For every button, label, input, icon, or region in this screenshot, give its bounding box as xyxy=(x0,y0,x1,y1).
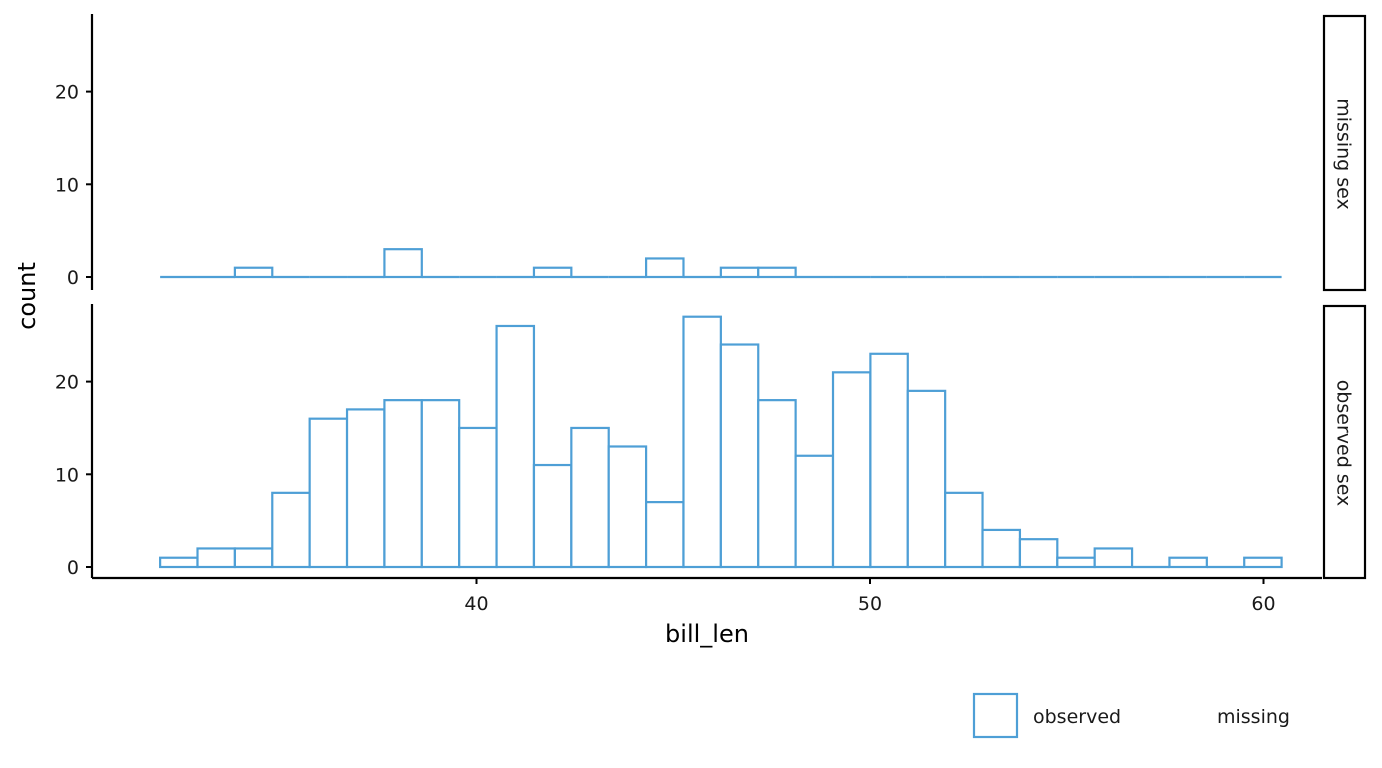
legend-key-missing xyxy=(1163,694,1206,737)
x-axis: 40 50 60 xyxy=(92,576,1322,615)
x-tick-label-40: 40 xyxy=(464,593,488,615)
bar-missing-sex-6 xyxy=(383,248,423,279)
bar-observed-sex-25 xyxy=(1093,547,1134,569)
legend: observed missing xyxy=(972,692,1290,739)
x-tick-label-50: 50 xyxy=(858,593,882,615)
strip-missing-sex xyxy=(1322,14,1367,292)
bar-observed-sex-1 xyxy=(196,547,236,569)
bar-observed-sex-20 xyxy=(906,389,947,569)
bar-observed-sex-27 xyxy=(1168,556,1208,569)
y-tick-label-missing-sex-0: 0 xyxy=(67,267,79,289)
bar-observed-sex-23 xyxy=(1018,538,1059,569)
bar-observed-sex-0 xyxy=(159,556,199,569)
bar-missing-sex-2 xyxy=(233,266,274,279)
bar-missing-sex-13 xyxy=(644,257,685,279)
panel-observed-sex: 0 10 20 observed sex xyxy=(55,304,1367,580)
legend-label-missing: missing xyxy=(1217,706,1290,728)
bar-missing-sex-16 xyxy=(757,266,797,279)
bar-observed-sex-8 xyxy=(458,426,498,569)
bar-observed-sex-22 xyxy=(981,528,1022,569)
y-tick-label-observed-sex-10: 10 xyxy=(55,464,79,486)
bar-observed-sex-7 xyxy=(420,399,461,569)
y-tick-label-missing-sex-20: 20 xyxy=(55,82,79,104)
bar-observed-sex-19 xyxy=(869,352,909,569)
y-axis-title: count xyxy=(13,262,41,330)
panels-layer: 0 10 20 missing sex 0 10 20 observed sex xyxy=(55,14,1367,580)
bar-observed-sex-11 xyxy=(570,426,610,569)
bar-missing-sex-10 xyxy=(532,266,573,279)
bar-observed-sex-12 xyxy=(607,445,648,569)
bar-observed-sex-3 xyxy=(271,491,311,569)
bar-observed-sex-2 xyxy=(233,547,274,569)
strip-observed-sex xyxy=(1322,304,1367,580)
bar-observed-sex-6 xyxy=(383,399,423,569)
bar-missing-sex-15 xyxy=(719,266,760,279)
x-tick-label-60: 60 xyxy=(1251,593,1275,615)
bar-observed-sex-24 xyxy=(1056,556,1096,569)
bar-observed-sex-10 xyxy=(532,463,573,569)
bar-observed-sex-4 xyxy=(308,417,349,569)
bar-observed-sex-15 xyxy=(719,343,760,569)
legend-key-observed xyxy=(972,692,1019,739)
bar-observed-sex-17 xyxy=(794,454,835,569)
x-axis-title: bill_len xyxy=(665,620,749,648)
bar-observed-sex-14 xyxy=(682,315,722,569)
y-tick-label-observed-sex-20: 20 xyxy=(55,372,79,394)
strip-label-missing-sex: missing sex xyxy=(1333,98,1355,210)
strip-label-observed-sex: observed sex xyxy=(1333,380,1355,507)
bar-observed-sex-5 xyxy=(345,408,386,569)
y-tick-label-missing-sex-10: 10 xyxy=(55,174,79,196)
panel-missing-sex: 0 10 20 missing sex xyxy=(55,14,1367,292)
bar-observed-sex-9 xyxy=(495,324,536,569)
y-tick-label-observed-sex-0: 0 xyxy=(67,557,79,579)
bar-observed-sex-21 xyxy=(944,491,984,569)
bar-observed-sex-16 xyxy=(757,399,797,569)
bar-observed-sex-13 xyxy=(644,501,685,569)
legend-label-observed: observed xyxy=(1033,706,1121,728)
bar-observed-sex-29 xyxy=(1243,556,1283,569)
bar-observed-sex-18 xyxy=(831,371,872,569)
